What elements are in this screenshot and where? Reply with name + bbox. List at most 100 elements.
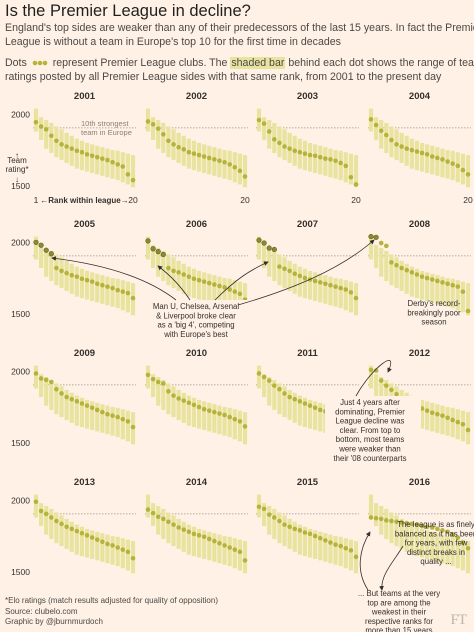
team-dot [348, 548, 354, 553]
team-dot [256, 117, 262, 123]
range-bar [435, 404, 440, 433]
range-bar [74, 138, 79, 169]
team-dot [409, 270, 415, 275]
panel-2006 [145, 236, 248, 316]
y-tick-label: 1500 [11, 181, 30, 191]
team-dot [201, 406, 207, 412]
annotation-derby: Derby's record- [407, 299, 460, 308]
range-bar [232, 280, 237, 311]
range-bar [54, 383, 59, 415]
range-bar [343, 538, 348, 569]
team-dot [89, 279, 95, 284]
arrow-to-2006 [157, 265, 191, 301]
range-bar [414, 526, 420, 557]
range-bar [79, 397, 85, 428]
range-bar [69, 521, 74, 552]
team-dot [43, 247, 49, 253]
range-bar [425, 401, 430, 430]
range-bar [302, 268, 308, 299]
team-dot [64, 524, 69, 530]
team-dot [389, 260, 394, 265]
y-axis-arrow-up: ↑ [15, 151, 19, 160]
range-bar [176, 260, 181, 291]
range-bar [435, 533, 440, 562]
team-dot [64, 144, 69, 149]
range-bar [95, 531, 100, 561]
range-bar [267, 120, 272, 149]
range-bar [105, 276, 110, 306]
panel-year-label: 2004 [409, 91, 431, 102]
range-bar [49, 508, 54, 539]
subtitle-line-1: England's top sides are weaker than any … [5, 22, 474, 34]
range-bar [445, 150, 450, 179]
range-bar [292, 263, 297, 294]
team-dot [445, 159, 450, 164]
annotation-weak-top: more than 15 years [365, 626, 432, 632]
team-dot [186, 274, 192, 279]
panel-year-label: 2005 [74, 219, 96, 230]
team-dot [176, 525, 181, 530]
annotation-derby: season [421, 318, 446, 327]
team-dot [455, 284, 461, 289]
arrow-to-2005 [51, 256, 177, 301]
range-bar [222, 536, 227, 565]
team-dot [450, 417, 455, 423]
range-bar [222, 407, 227, 436]
team-dot [227, 414, 232, 420]
team-dot [429, 410, 435, 416]
range-bar [348, 539, 353, 571]
range-bar [171, 515, 176, 547]
range-bar [105, 534, 110, 564]
team-dot [120, 416, 126, 422]
team-dot [69, 272, 75, 278]
team-dot [424, 524, 430, 530]
team-dot [277, 518, 282, 524]
team-dot [312, 278, 318, 284]
team-dot [399, 144, 404, 149]
range-bar [232, 409, 237, 440]
range-bar [95, 145, 100, 175]
team-dot [166, 138, 171, 144]
range-bar [348, 153, 353, 185]
range-bar [161, 250, 166, 281]
team-dot [302, 401, 308, 406]
team-dot [277, 264, 282, 269]
team-dot [328, 282, 333, 288]
range-bar [323, 275, 328, 304]
team-dot [424, 152, 430, 157]
team-dot [74, 274, 80, 279]
range-bar [130, 155, 136, 188]
team-dot [338, 285, 343, 291]
team-dot [389, 387, 394, 393]
team-dot [440, 157, 445, 162]
range-bar [79, 268, 85, 299]
team-dot [59, 391, 64, 396]
team-dot [201, 279, 207, 284]
range-bar [156, 248, 161, 277]
range-bar [69, 263, 74, 294]
team-dot [237, 549, 243, 555]
team-dot [43, 511, 49, 517]
team-dot [399, 265, 404, 271]
team-dot [333, 158, 338, 164]
annotation-weak-top: weakest in their [371, 608, 427, 617]
team-dot [261, 240, 267, 246]
annotation-weak-top: respective ranks for [365, 617, 433, 626]
team-dot [399, 520, 404, 525]
range-bar [307, 270, 313, 300]
range-bar [277, 383, 282, 415]
team-dot [237, 168, 243, 174]
range-bar [455, 538, 460, 569]
x-tick-label: 1 [34, 195, 39, 205]
range-bar [207, 273, 212, 303]
team-dot [120, 289, 126, 294]
range-bar [33, 494, 39, 518]
range-bar [374, 374, 379, 398]
team-dot [287, 524, 292, 530]
team-dot [38, 508, 44, 514]
team-dot [110, 413, 115, 418]
team-dot [161, 132, 166, 137]
team-dot [287, 394, 292, 400]
arrow-2016-top [379, 545, 404, 591]
range-bar [242, 155, 248, 188]
